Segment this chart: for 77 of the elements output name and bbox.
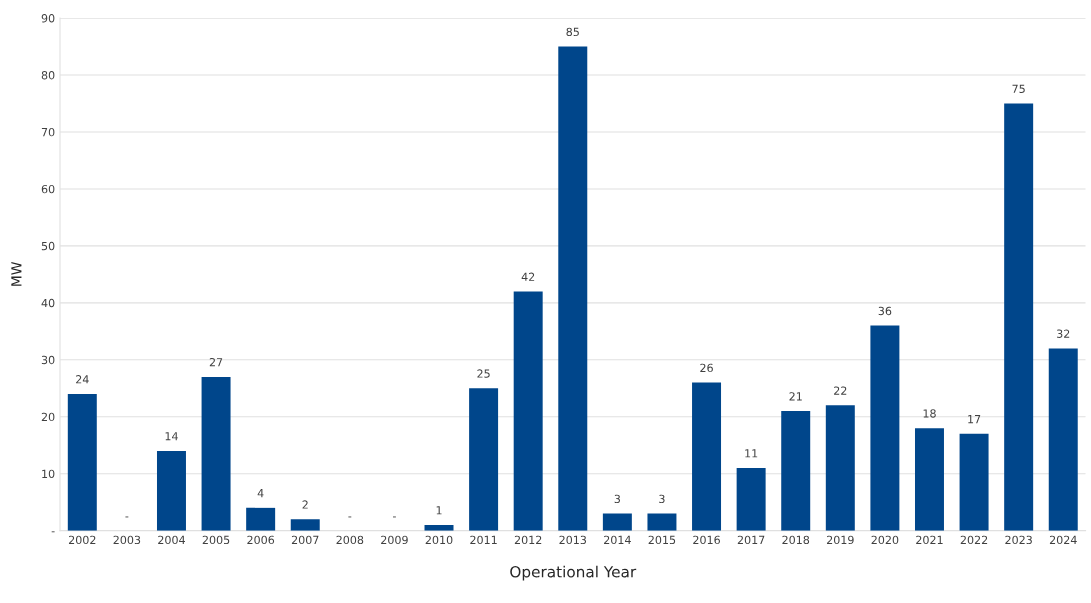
bar <box>67 393 97 531</box>
x-tick-label: 2013 <box>559 535 587 545</box>
data-label: 22 <box>834 386 847 395</box>
data-label: 4 <box>257 489 264 498</box>
y-tick-label: 70 <box>41 127 55 137</box>
y-tick-label: 40 <box>41 298 55 308</box>
bar <box>469 388 499 531</box>
x-tick-label: 2021 <box>916 535 943 545</box>
x-tick-label: 2004 <box>158 535 185 545</box>
x-tick-label: 2007 <box>291 535 319 545</box>
x-tick-label: 2005 <box>202 535 230 545</box>
bar <box>513 291 543 531</box>
bar <box>1048 348 1078 531</box>
bar <box>558 46 588 531</box>
y-axis-title: MW <box>11 261 22 286</box>
data-label: 24 <box>76 375 89 384</box>
x-tick-label: 2018 <box>782 535 810 545</box>
data-label: 26 <box>700 363 713 373</box>
y-tick-label: 20 <box>41 412 55 422</box>
data-label: 2 <box>302 500 308 509</box>
y-tick-label: 10 <box>42 469 55 479</box>
x-tick-label: 2010 <box>425 535 453 545</box>
data-label: 21 <box>789 392 802 401</box>
data-label: - <box>348 516 352 518</box>
x-tick-label: 2019 <box>826 535 854 545</box>
bar <box>959 433 989 531</box>
data-label: 25 <box>477 369 490 378</box>
x-tick-label: 2008 <box>336 535 364 545</box>
x-tick-label: 2015 <box>648 535 676 545</box>
data-label: 3 <box>614 494 621 504</box>
x-tick-label: 2020 <box>871 535 899 545</box>
y-tick-label: 60 <box>41 184 55 194</box>
bar <box>781 411 811 531</box>
y-tick-label: 30 <box>41 355 55 365</box>
data-label: - <box>125 516 129 518</box>
data-label: 27 <box>209 357 223 367</box>
data-label: 11 <box>745 449 758 458</box>
bar <box>914 428 944 531</box>
bar <box>1004 103 1034 531</box>
bar <box>602 513 632 531</box>
x-tick-label: 2003 <box>113 535 141 545</box>
bar <box>692 382 722 531</box>
bar <box>736 467 766 531</box>
bar <box>870 325 900 531</box>
data-label: 14 <box>165 432 178 441</box>
x-tick-label: 2009 <box>381 535 408 545</box>
x-axis-title: Operational Year <box>510 565 637 581</box>
x-tick-label: 2024 <box>1049 535 1077 545</box>
y-tick-label: 90 <box>41 14 55 23</box>
x-tick-label: 2017 <box>737 535 765 545</box>
x-tick-label: 2023 <box>1005 535 1032 545</box>
y-tick-label: - <box>51 531 55 533</box>
x-tick-label: 2011 <box>470 535 497 545</box>
data-label: 42 <box>521 272 535 281</box>
x-tick-label: 2022 <box>960 535 988 545</box>
y-tick-label: 50 <box>41 241 55 251</box>
y-tick-label: 80 <box>41 71 55 80</box>
bar <box>825 405 855 531</box>
x-tick-label: 2012 <box>514 535 542 545</box>
data-label: 3 <box>659 494 665 504</box>
bar <box>156 450 186 531</box>
x-tick-label: 2016 <box>693 535 720 545</box>
data-label: 32 <box>1057 329 1070 338</box>
data-label: 75 <box>1012 84 1025 94</box>
data-label: 17 <box>968 415 981 424</box>
x-tick-label: 2014 <box>604 535 631 545</box>
data-label: 85 <box>566 27 579 37</box>
data-label: 18 <box>923 409 936 418</box>
bar <box>246 507 276 531</box>
data-label: - <box>392 516 396 518</box>
data-label: 1 <box>436 506 442 515</box>
bar <box>647 513 677 531</box>
bar <box>201 376 231 531</box>
x-tick-label: 2006 <box>247 535 275 545</box>
bar <box>290 519 320 531</box>
x-tick-label: 2002 <box>68 535 96 545</box>
data-label: 36 <box>878 306 892 316</box>
